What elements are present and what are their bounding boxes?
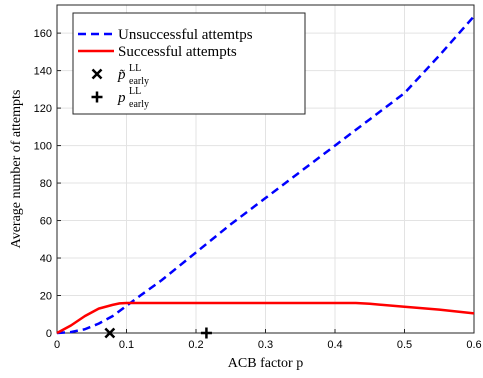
legend-superscript: LL [129, 86, 141, 97]
legend-superscript: LL [129, 63, 141, 74]
series-line [56, 15, 475, 335]
x-axis-label: ACB factor p [228, 356, 303, 371]
marker-plus [200, 327, 212, 339]
legend-marker [91, 91, 103, 103]
markers [104, 327, 212, 339]
x-tick-label: 0.5 [397, 339, 412, 351]
y-tick-label: 60 [40, 216, 52, 228]
legend-box [72, 12, 306, 115]
legend-label: Successful attempts [118, 44, 237, 60]
x-tick-label: 0 [54, 339, 60, 351]
x-tick-label: 0.3 [258, 339, 273, 351]
legend-label: p [117, 90, 126, 106]
marker-x [104, 327, 116, 339]
y-tick-label: 0 [46, 328, 52, 340]
y-tick-label: 40 [40, 253, 52, 265]
series-line [56, 301, 475, 335]
legend-marker [91, 68, 103, 80]
y-tick-label: 160 [34, 28, 52, 40]
legend-subscript: early [129, 99, 149, 110]
y-tick-label: 120 [34, 103, 52, 115]
x-tick-label: 0.4 [327, 339, 342, 351]
y-tick-label: 100 [34, 141, 52, 153]
y-tick-label: 20 [40, 291, 52, 303]
x-tick-label: 0.6 [466, 339, 481, 351]
y-axis-label: Average number of attempts [9, 90, 24, 249]
legend-label: Unsuccessful attemtps [118, 27, 253, 43]
legend-label: p̃ [117, 67, 126, 83]
y-tick-label: 80 [40, 178, 52, 190]
series [56, 15, 475, 335]
x-tick-label: 0.2 [188, 339, 203, 351]
legend-subscript: early [129, 76, 149, 87]
x-tick-label: 0.1 [119, 339, 134, 351]
ticks: 0 0.1 0.2 0.3 0.4 0.5 0.6 0 20 40 60 80 100 120 140 160 [34, 28, 482, 351]
y-tick-label: 140 [34, 66, 52, 78]
